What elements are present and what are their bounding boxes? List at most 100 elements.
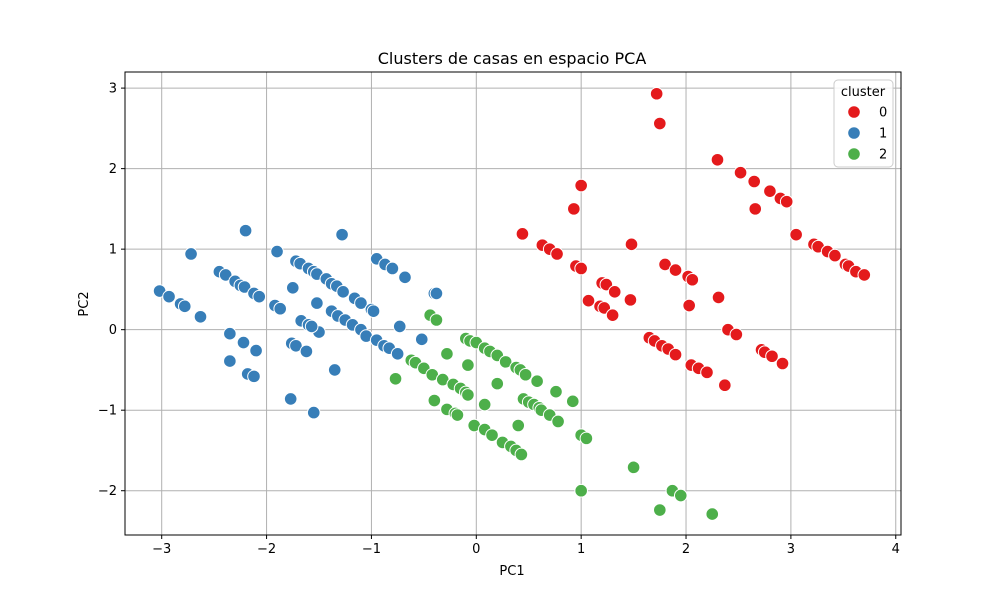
point-cluster-2 <box>579 431 594 446</box>
point-cluster-1 <box>237 280 252 294</box>
point-cluster-0 <box>668 347 683 362</box>
point-cluster-0 <box>515 227 530 241</box>
y-tick-label: 3 <box>109 82 117 97</box>
x-tick-label: −2 <box>257 542 276 557</box>
x-tick-label: 2 <box>682 542 690 557</box>
x-tick-label: 1 <box>577 542 585 557</box>
point-cluster-1 <box>429 286 444 301</box>
point-cluster-0 <box>765 349 779 364</box>
point-cluster-1 <box>327 363 342 377</box>
point-cluster-1 <box>310 296 324 310</box>
point-cluster-1 <box>289 338 303 353</box>
point-cluster-1 <box>247 369 261 384</box>
point-cluster-1 <box>392 319 407 334</box>
point-cluster-0 <box>789 227 803 242</box>
point-cluster-2 <box>461 358 475 372</box>
point-cluster-1 <box>223 326 237 341</box>
point-cluster-1 <box>299 344 314 359</box>
x-axis-label: PC1 <box>499 564 524 579</box>
point-cluster-0 <box>748 202 763 216</box>
point-cluster-1 <box>223 354 237 368</box>
point-cluster-1 <box>249 343 263 358</box>
x-tick-label: −1 <box>362 542 381 557</box>
point-cluster-0 <box>763 184 777 198</box>
point-cluster-1 <box>218 268 233 282</box>
point-cluster-2 <box>530 374 544 389</box>
point-cluster-1 <box>236 335 251 350</box>
point-cluster-1 <box>304 319 319 334</box>
point-cluster-2 <box>450 408 465 422</box>
legend-label-2: 2 <box>879 148 887 163</box>
point-cluster-1 <box>193 309 208 324</box>
point-cluster-1 <box>354 296 368 310</box>
point-cluster-2 <box>518 367 533 382</box>
point-cluster-0 <box>581 293 596 308</box>
point-cluster-2 <box>427 393 442 408</box>
point-cluster-0 <box>567 202 581 216</box>
point-cluster-0 <box>775 356 790 371</box>
point-cluster-1 <box>285 280 300 295</box>
y-axis-label: PC2 <box>77 291 92 316</box>
point-cluster-2 <box>461 388 475 402</box>
point-cluster-0 <box>574 178 588 193</box>
axis-ticks: −3 −2 −1 0 1 2 3 4 −2 −1 0 1 2 3 <box>98 82 900 557</box>
point-cluster-2 <box>574 483 588 498</box>
legend-marker-1 <box>847 126 861 140</box>
y-tick-label: 2 <box>109 162 117 177</box>
point-cluster-2 <box>498 355 513 369</box>
point-cluster-1 <box>306 405 321 420</box>
point-cluster-0 <box>710 152 725 167</box>
point-cluster-0 <box>828 248 842 263</box>
point-cluster-1 <box>366 304 381 318</box>
point-cluster-0 <box>605 308 620 322</box>
point-cluster-2 <box>565 394 580 409</box>
point-cluster-1 <box>177 299 192 314</box>
point-cluster-2 <box>551 414 565 429</box>
legend-title: cluster <box>841 85 886 100</box>
point-cluster-0 <box>668 263 683 277</box>
point-cluster-0 <box>658 257 672 272</box>
y-tick-label: 1 <box>109 243 117 258</box>
series-1 <box>152 223 444 420</box>
point-cluster-2 <box>514 447 529 462</box>
point-cluster-2 <box>388 371 403 386</box>
point-cluster-0 <box>653 116 667 131</box>
point-cluster-0 <box>624 237 639 252</box>
y-tick-label: 0 <box>109 323 117 338</box>
x-tick-label: 3 <box>787 542 795 557</box>
plot-frame <box>124 71 902 536</box>
legend-box <box>833 79 894 168</box>
point-cluster-0 <box>700 365 714 380</box>
point-cluster-1 <box>283 392 298 406</box>
point-cluster-0 <box>574 261 588 276</box>
point-cluster-2 <box>440 347 454 361</box>
y-tick-label: −2 <box>98 484 117 499</box>
point-cluster-0 <box>607 285 622 299</box>
point-cluster-1 <box>336 285 350 299</box>
point-cluster-0 <box>649 86 664 101</box>
point-cluster-1 <box>273 301 288 316</box>
point-cluster-1 <box>414 332 429 347</box>
point-cluster-2 <box>477 397 492 412</box>
point-cluster-0 <box>779 194 794 209</box>
point-cluster-0 <box>623 293 638 307</box>
y-tick-label: −1 <box>98 404 117 419</box>
point-cluster-1 <box>162 289 176 304</box>
point-cluster-2 <box>653 503 667 517</box>
point-cluster-0 <box>711 290 726 305</box>
legend: cluster 0 1 2 <box>833 79 894 168</box>
point-cluster-1 <box>385 261 400 276</box>
series-2 <box>388 308 720 521</box>
x-tick-label: 4 <box>892 542 900 557</box>
point-cluster-1 <box>335 227 349 242</box>
point-cluster-2 <box>485 428 499 442</box>
point-cluster-1 <box>238 223 253 238</box>
point-cluster-2 <box>673 488 688 503</box>
point-cluster-1 <box>398 270 412 285</box>
point-cluster-1 <box>270 244 284 259</box>
point-cluster-1 <box>184 247 198 261</box>
point-cluster-2 <box>429 313 444 327</box>
point-cluster-1 <box>390 347 405 361</box>
point-cluster-0 <box>733 165 748 180</box>
point-cluster-2 <box>549 384 563 399</box>
